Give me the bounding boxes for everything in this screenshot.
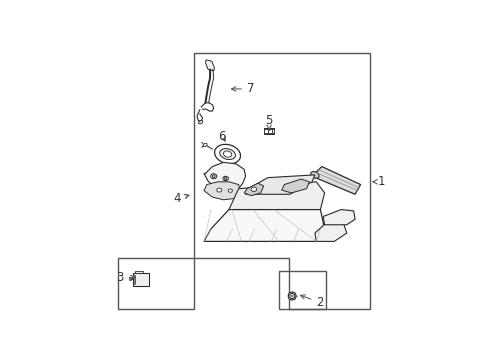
Bar <box>264 128 274 134</box>
Text: 6: 6 <box>218 130 226 143</box>
Text: 2: 2 <box>300 295 324 309</box>
Polygon shape <box>323 210 355 225</box>
Ellipse shape <box>311 171 319 178</box>
Text: 1: 1 <box>373 175 385 188</box>
Polygon shape <box>282 179 309 193</box>
Text: 5: 5 <box>266 114 273 130</box>
Ellipse shape <box>198 121 203 124</box>
Ellipse shape <box>223 176 228 181</box>
Ellipse shape <box>203 143 207 147</box>
Bar <box>134 275 135 284</box>
Bar <box>265 129 268 133</box>
Ellipse shape <box>288 292 296 300</box>
Bar <box>272 129 273 133</box>
Polygon shape <box>204 162 245 192</box>
Bar <box>279 270 326 309</box>
Ellipse shape <box>223 151 232 157</box>
Polygon shape <box>244 183 264 195</box>
Polygon shape <box>204 182 240 200</box>
Text: 3: 3 <box>116 271 135 284</box>
Bar <box>129 278 131 280</box>
Bar <box>269 129 271 133</box>
Ellipse shape <box>292 295 293 297</box>
Polygon shape <box>245 175 315 194</box>
Ellipse shape <box>215 144 241 164</box>
Polygon shape <box>229 182 324 210</box>
Bar <box>133 273 148 286</box>
Ellipse shape <box>220 149 236 159</box>
Polygon shape <box>315 216 347 242</box>
Ellipse shape <box>212 175 215 177</box>
Ellipse shape <box>217 188 222 192</box>
Polygon shape <box>312 167 361 194</box>
Polygon shape <box>205 60 215 71</box>
Ellipse shape <box>228 189 232 192</box>
Ellipse shape <box>211 174 217 179</box>
Text: 4: 4 <box>173 192 189 205</box>
Polygon shape <box>204 210 324 242</box>
Text: 7: 7 <box>231 82 254 95</box>
Ellipse shape <box>251 187 257 192</box>
Bar <box>135 270 143 273</box>
Ellipse shape <box>224 177 227 180</box>
Bar <box>118 258 195 309</box>
Ellipse shape <box>290 293 294 298</box>
